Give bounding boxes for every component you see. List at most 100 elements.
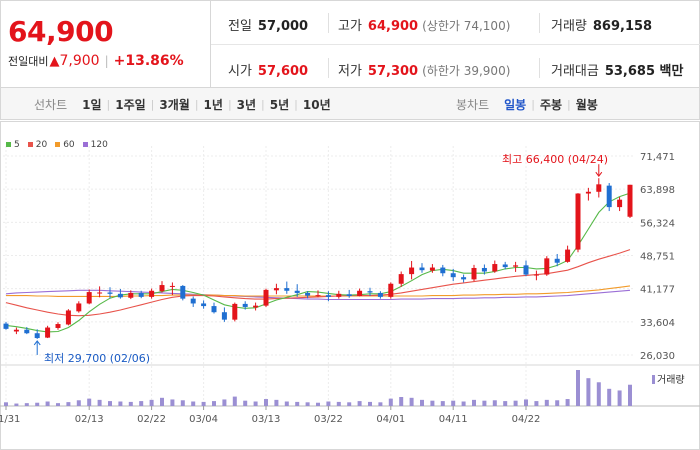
- volume-bar: [295, 401, 300, 406]
- volume-bar: [326, 401, 331, 406]
- volume-bar: [56, 403, 60, 406]
- candle-body: [305, 292, 311, 296]
- volume-bar: [149, 399, 154, 406]
- volume-bar: [628, 384, 632, 406]
- candle-body: [481, 267, 487, 272]
- divider: |: [194, 97, 199, 111]
- grid: [0, 121, 700, 450]
- volume-bar: [430, 400, 435, 406]
- candle-body: [294, 290, 300, 293]
- candle-body: [86, 292, 92, 304]
- volume-legend: 거래량: [652, 371, 685, 386]
- candle-body: [544, 258, 550, 275]
- candle-body: [45, 327, 51, 338]
- volume-bar: [596, 382, 601, 406]
- candle-body: [76, 303, 82, 312]
- legend-label: 20: [35, 140, 48, 150]
- volume-bar: [576, 370, 580, 406]
- volume-bar: [617, 390, 622, 406]
- lower-limit: (하한가 39,900): [422, 64, 511, 78]
- candle-body: [461, 277, 467, 280]
- amount-label: 거래대금: [551, 64, 599, 79]
- candle-body: [253, 305, 259, 308]
- amount-value: 53,685 백만: [604, 64, 684, 79]
- y-tick-label: 71,471: [640, 152, 675, 163]
- volume-bar: [378, 402, 383, 406]
- volume-value: 869,158: [592, 19, 653, 34]
- daily-candle-button[interactable]: 일봉: [504, 97, 527, 112]
- candle-body: [65, 310, 71, 325]
- volume-bar: [170, 399, 175, 406]
- weekly-candle-button[interactable]: 주봉: [539, 97, 563, 112]
- current-price: 64,900: [8, 15, 114, 48]
- divider: [328, 13, 329, 33]
- monthly-candle-button[interactable]: 월봉: [575, 97, 598, 112]
- high-arrow-icon: [595, 171, 603, 178]
- candle-body: [471, 267, 477, 280]
- candle-body: [606, 185, 612, 208]
- volume-bar: [108, 401, 112, 406]
- volume-bar: [440, 401, 445, 406]
- moving-averages: [5, 192, 631, 333]
- legend-label: 120: [90, 140, 108, 150]
- stock-chart[interactable]: 71,471 63,898 56,324 48,751 41,177 33,604 26,0…: [0, 121, 700, 450]
- candle-body: [211, 306, 217, 313]
- period-1w-button[interactable]: 1주일: [115, 97, 146, 112]
- candle-body: [284, 288, 290, 291]
- volume-bar: [201, 401, 206, 406]
- candle-body: [388, 283, 394, 297]
- candles: [3, 178, 633, 339]
- line-chart-periods: 선차트 1일 | 1주일 | 3개월 | 1년 | 3년 | 5년 | 10년: [34, 88, 336, 120]
- volume-bar: [222, 399, 227, 406]
- period-3m-button[interactable]: 3개월: [159, 97, 190, 112]
- volume-bar: [180, 400, 185, 406]
- candle-body: [367, 291, 373, 293]
- period-5y-button[interactable]: 5년: [269, 97, 290, 112]
- price-box: 64,900 전일대비▲7,900 | +13.86%: [1, 1, 211, 87]
- legend-swatch: [27, 142, 33, 147]
- period-1d-button[interactable]: 1일: [82, 97, 102, 112]
- volume-bar: [607, 388, 612, 406]
- candle-body: [565, 249, 571, 262]
- volume: 거래량 869,158: [551, 15, 652, 34]
- volume-bar: [420, 399, 424, 406]
- candle-body: [440, 267, 446, 274]
- candle-body: [34, 333, 40, 339]
- period-10y-button[interactable]: 10년: [302, 97, 331, 112]
- candle-body: [159, 285, 165, 292]
- candle-body: [336, 293, 342, 297]
- legend-label: 60: [63, 140, 75, 150]
- volume-bar: [524, 399, 528, 406]
- volume-bar: [232, 396, 237, 406]
- up-arrow-icon: ▲: [49, 54, 60, 69]
- candle-body: [325, 295, 331, 297]
- legend-item-ma5: 5: [6, 140, 20, 150]
- volume-bar: [45, 401, 50, 406]
- candle-chart-periods: 봉차트 일봉 | 주봉 | 월봉: [456, 88, 603, 120]
- volume-bar: [482, 400, 487, 406]
- period-1y-button[interactable]: 1년: [203, 97, 223, 112]
- volume-bar: [586, 378, 591, 406]
- prev-close-label: 전일: [228, 19, 252, 34]
- period-3y-button[interactable]: 3년: [236, 97, 257, 112]
- y-tick-label: 63,898: [640, 185, 675, 196]
- volume-bar: [472, 399, 476, 406]
- candle-body: [13, 329, 19, 332]
- volume-bar: [544, 399, 549, 406]
- open-label: 시가: [228, 64, 252, 79]
- axes: 71,471 63,898 56,324 48,751 41,177 33,604 26,0…: [0, 152, 675, 425]
- high-price: 고가 64,900 (상한가 74,100): [338, 15, 510, 34]
- candle-body: [190, 298, 196, 304]
- candle-body: [596, 184, 602, 192]
- x-tick-label: 03/04: [189, 414, 218, 425]
- volume-bar: [357, 401, 362, 406]
- candle-body: [419, 267, 425, 271]
- volume-bar: [534, 401, 539, 406]
- volume-bar: [492, 400, 497, 406]
- divider: [539, 13, 540, 33]
- legend-swatch: [6, 142, 11, 147]
- volume-bar: [274, 399, 279, 406]
- y-tick-label: 26,030: [640, 351, 675, 362]
- volume-bar: [253, 401, 258, 406]
- candle-body: [128, 292, 134, 298]
